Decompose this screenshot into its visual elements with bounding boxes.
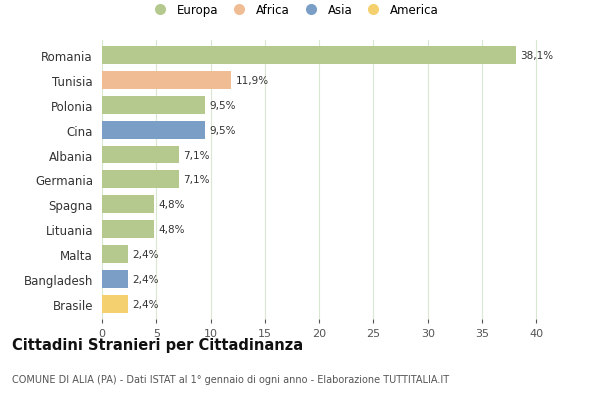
Bar [102, 171, 179, 189]
Bar [102, 245, 128, 263]
Text: 9,5%: 9,5% [209, 101, 236, 110]
Text: 7,1%: 7,1% [184, 150, 210, 160]
Text: 2,4%: 2,4% [133, 299, 159, 309]
Text: 7,1%: 7,1% [184, 175, 210, 185]
Bar [102, 295, 128, 313]
Bar [102, 72, 231, 90]
Text: 11,9%: 11,9% [236, 76, 269, 85]
Bar [102, 270, 128, 288]
Text: Cittadini Stranieri per Cittadinanza: Cittadini Stranieri per Cittadinanza [12, 337, 303, 353]
Text: 2,4%: 2,4% [133, 249, 159, 259]
Bar [102, 146, 179, 164]
Text: 9,5%: 9,5% [209, 125, 236, 135]
Bar [102, 47, 515, 65]
Bar [102, 196, 154, 214]
Text: 4,8%: 4,8% [158, 200, 185, 210]
Text: COMUNE DI ALIA (PA) - Dati ISTAT al 1° gennaio di ogni anno - Elaborazione TUTTI: COMUNE DI ALIA (PA) - Dati ISTAT al 1° g… [12, 374, 449, 384]
Bar [102, 97, 205, 115]
Legend: Europa, Africa, Asia, America: Europa, Africa, Asia, America [148, 4, 439, 17]
Text: 4,8%: 4,8% [158, 225, 185, 235]
Text: 2,4%: 2,4% [133, 274, 159, 284]
Text: 38,1%: 38,1% [520, 51, 553, 61]
Bar [102, 221, 154, 238]
Bar [102, 121, 205, 139]
